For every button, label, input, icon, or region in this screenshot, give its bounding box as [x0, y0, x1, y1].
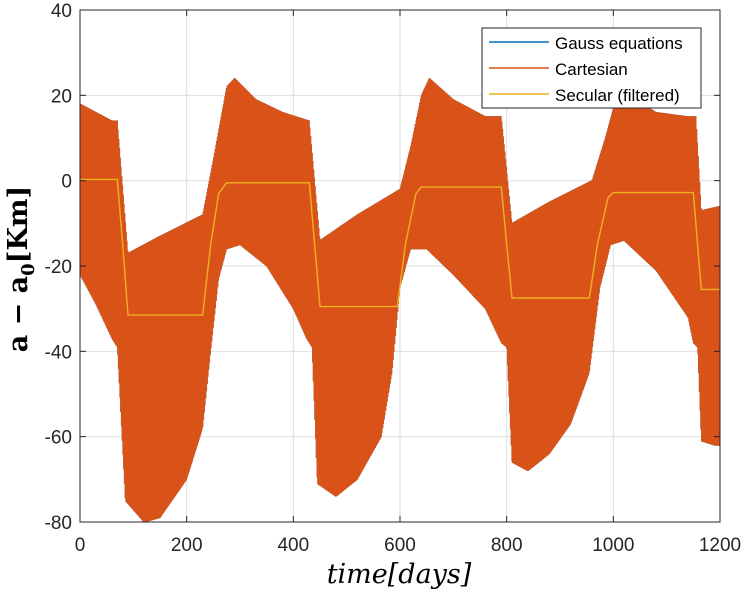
y-tick-label: 40: [51, 1, 72, 22]
y-tick-label: 20: [51, 86, 72, 107]
y-axis-label-unit: [Km]: [3, 186, 34, 264]
y-tick-label: -80: [45, 513, 72, 534]
x-tick-label: 1200: [699, 535, 741, 556]
y-tick-label: -40: [45, 342, 72, 363]
x-tick-label: 400: [277, 535, 309, 556]
y-tick-label: -20: [45, 257, 72, 278]
x-tick-label: 0: [75, 535, 86, 556]
x-tick-label: 800: [491, 535, 523, 556]
ticks: 0 200 400 600 800 1000 1200 -80 -60 -40 -20 0 20 40: [45, 1, 742, 556]
legend-label-gauss: Gauss equations: [555, 34, 683, 53]
y-axis-label-main: a − a: [3, 276, 34, 352]
x-axis-label: time[days]: [327, 559, 472, 590]
y-axis-label-sub: 0: [18, 263, 39, 276]
x-tick-label: 1000: [592, 535, 634, 556]
legend: Gauss equations Cartesian Secular (filte…: [481, 27, 702, 109]
y-tick-label: 0: [61, 172, 72, 193]
legend-label-secular: Secular (filtered): [555, 86, 680, 105]
x-tick-label: 200: [171, 535, 203, 556]
secular-series-line: [80, 178, 720, 316]
legend-label-cartesian: Cartesian: [555, 60, 628, 79]
y-axis-label: a − a0[Km]: [3, 186, 39, 353]
y-tick-label: -60: [45, 428, 72, 449]
series-layer: [80, 77, 720, 522]
x-tick-label: 600: [384, 535, 416, 556]
